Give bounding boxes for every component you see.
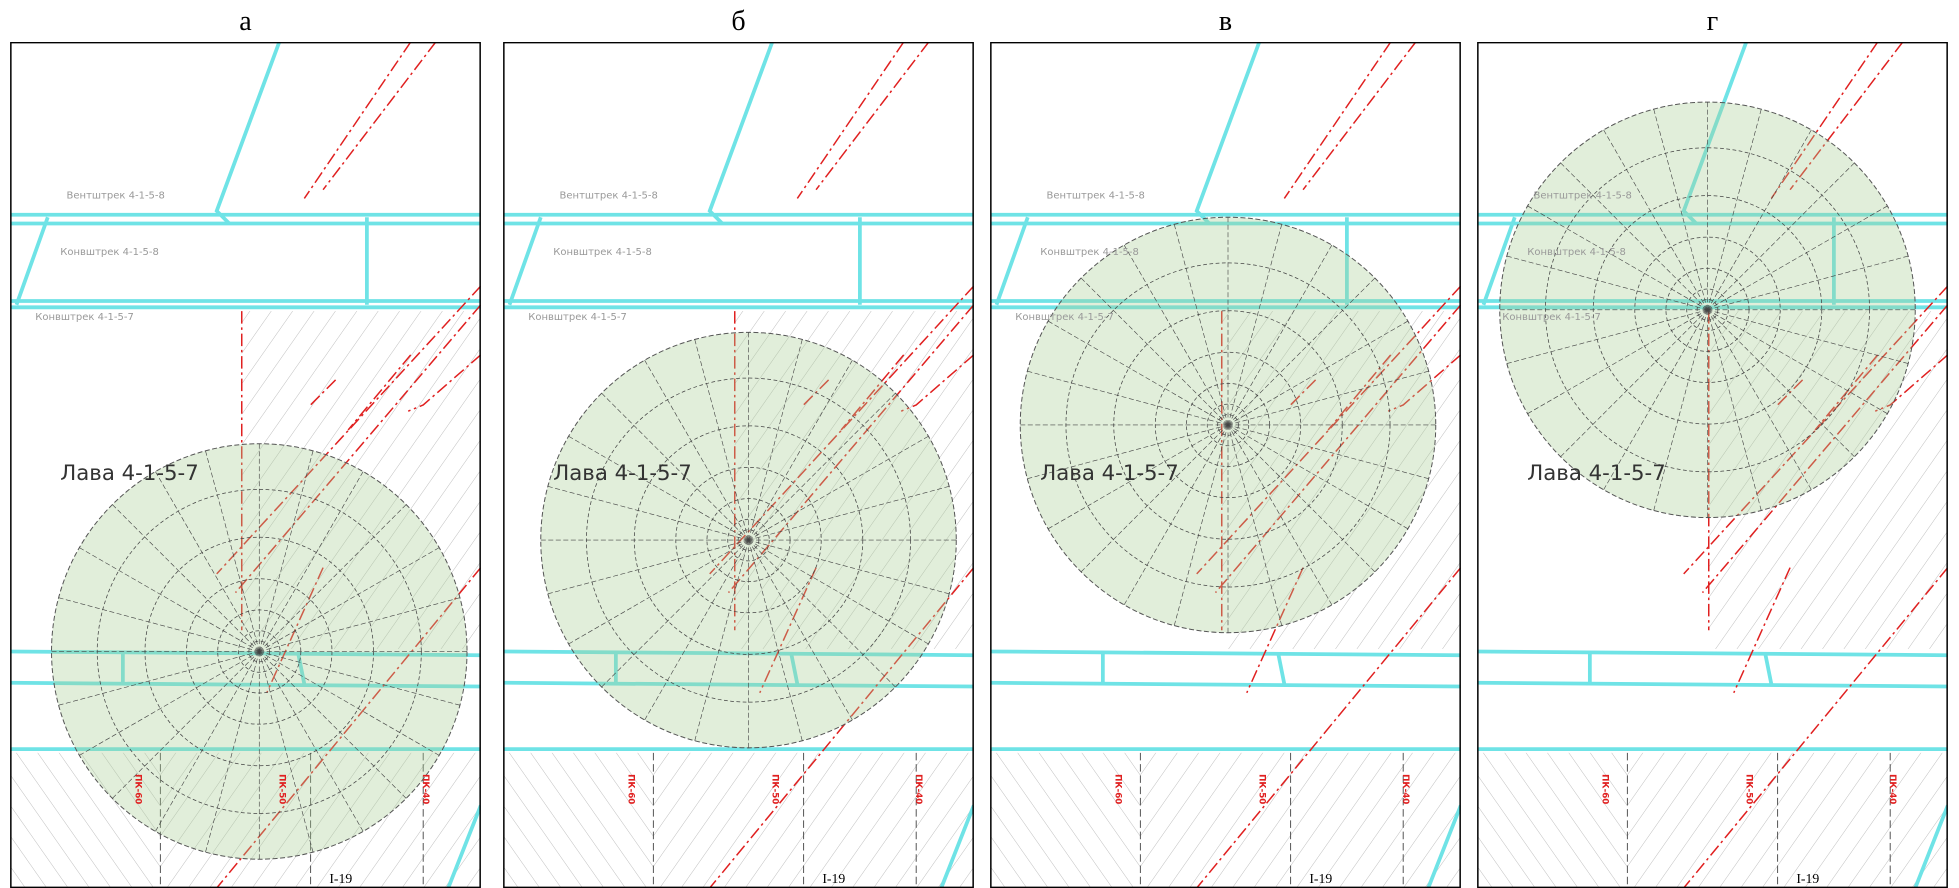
- drift-label: Конвштрек 4-1-5-7: [528, 312, 627, 323]
- map-panel: Вентштрек 4-1-5-8 Конвштрек 4-1-5-8 Конвшт…: [990, 42, 1461, 888]
- picket-label: ПК-60: [1112, 774, 1122, 804]
- drift-label: Вентштрек 4-1-5-8: [1047, 190, 1145, 201]
- hatch-zone: [1140, 753, 1460, 888]
- map: Вентштрек 4-1-5-8 Конвштрек 4-1-5-8 Конвшт…: [990, 42, 1461, 888]
- drift-label: Конвштрек 4-1-5-7: [1015, 312, 1114, 323]
- map-panel: Вентштрек 4-1-5-8 Конвштрек 4-1-5-8 Конвшт…: [503, 42, 974, 888]
- drift-label: Конвштрек 4-1-5-7: [35, 312, 134, 323]
- picket-label: ПК-50: [769, 774, 779, 804]
- picket-label: ПК-50: [1256, 774, 1266, 804]
- figure: а Вентштрек 4-1-5-8 Конвштрек 4-1-5-8 Конвш…: [0, 0, 1959, 888]
- map: Вентштрек 4-1-5-8 Конвштрек 4-1-5-8 Конвшт…: [503, 42, 974, 888]
- panel-label: а: [10, 6, 481, 38]
- hatch-zone: [1477, 753, 1627, 888]
- lava-label: Лава 4-1-5-7: [1527, 461, 1666, 486]
- hatch-zone: [990, 753, 1140, 888]
- drift-label: Вентштрек 4-1-5-8: [560, 190, 658, 201]
- fault: [1284, 42, 1390, 198]
- drift-label: Конвштрек 4-1-5-8: [553, 247, 652, 258]
- picket-label: ПК-40: [913, 774, 923, 804]
- sheet-label: I-19: [822, 871, 845, 886]
- picket-label: ПК-40: [1887, 774, 1897, 804]
- picket-label: ПК-60: [132, 774, 142, 804]
- drift-label: Конвштрек 4-1-5-8: [60, 247, 159, 258]
- picket-label: ПК-40: [1400, 774, 1410, 804]
- drift-label: Конвштрек 4-1-5-7: [1502, 312, 1601, 323]
- panel-label: г: [1477, 6, 1948, 38]
- hatch-zone: [653, 753, 973, 888]
- fault: [323, 42, 436, 190]
- drift: [990, 651, 1461, 655]
- picket-label: ПК-40: [420, 774, 430, 804]
- drift-label: Вентштрек 4-1-5-8: [67, 190, 165, 201]
- hatch-zone: [503, 753, 653, 888]
- drift: [1477, 651, 1948, 655]
- picket-label: ПК-50: [276, 774, 286, 804]
- fault: [816, 42, 929, 190]
- picket-label: ПК-60: [1599, 774, 1609, 804]
- drift-label: Конвштрек 4-1-5-8: [1527, 247, 1626, 258]
- panel-label: в: [990, 6, 1461, 38]
- picket-label: ПК-60: [625, 774, 635, 804]
- map-panel: Вентштрек 4-1-5-8 Конвштрек 4-1-5-8 Конвшт…: [1477, 42, 1948, 888]
- map: Вентштрек 4-1-5-8 Конвштрек 4-1-5-8 Конвшт…: [10, 42, 481, 888]
- sheet-label: I-19: [1309, 871, 1332, 886]
- map-panel: Вентштрек 4-1-5-8 Конвштрек 4-1-5-8 Конвшт…: [10, 42, 481, 888]
- lava-label: Лава 4-1-5-7: [553, 461, 692, 486]
- drift: [1477, 683, 1948, 687]
- map: Вентштрек 4-1-5-8 Конвштрек 4-1-5-8 Конвшт…: [1477, 42, 1948, 888]
- drift-label: Вентштрек 4-1-5-8: [1534, 190, 1632, 201]
- drift-label: Конвштрек 4-1-5-8: [1040, 247, 1139, 258]
- picket-label: ПК-50: [1743, 774, 1753, 804]
- fault: [1303, 42, 1416, 190]
- panel-label: б: [503, 6, 974, 38]
- sheet-label: I-19: [1796, 871, 1819, 886]
- lava-label: Лава 4-1-5-7: [60, 461, 199, 486]
- sheet-label: I-19: [329, 871, 352, 886]
- fault: [797, 42, 903, 198]
- hatch-zone: [1627, 753, 1947, 888]
- drift: [990, 683, 1461, 687]
- lava-label: Лава 4-1-5-7: [1040, 461, 1179, 486]
- fault: [304, 42, 410, 198]
